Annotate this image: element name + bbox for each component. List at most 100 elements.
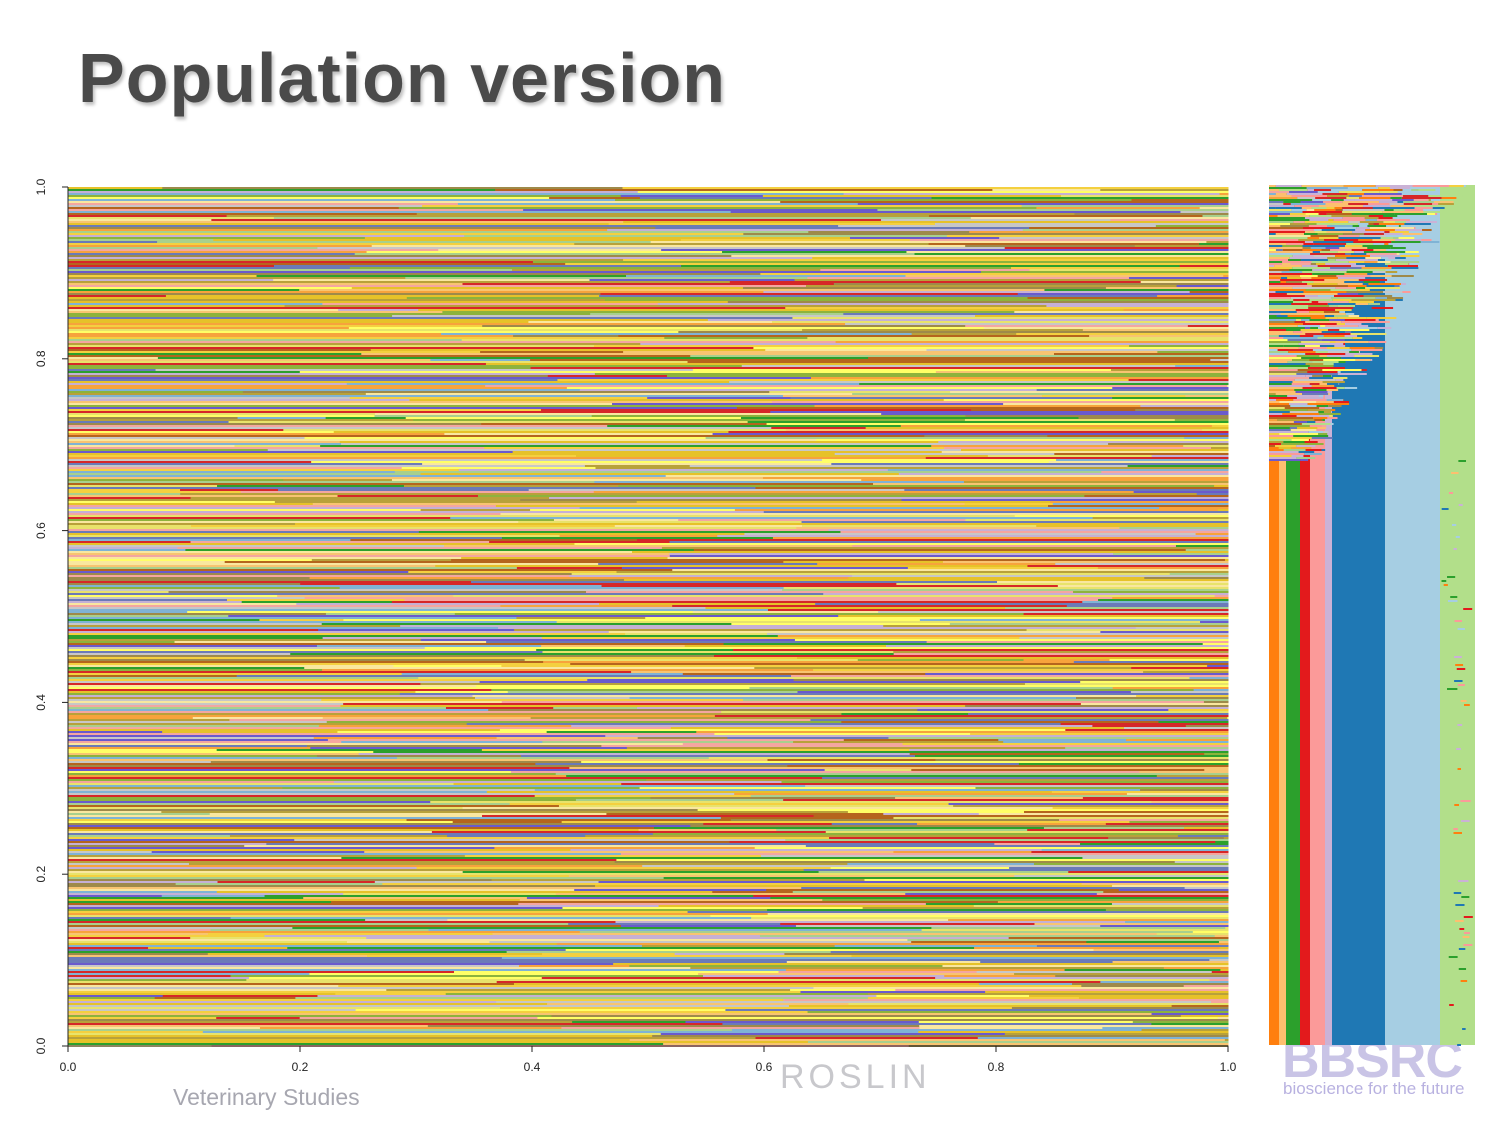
panel-stripe <box>1269 415 1297 417</box>
stripe <box>797 523 1229 525</box>
stripe <box>68 205 423 207</box>
stripe <box>780 923 1035 925</box>
stripe <box>68 885 596 887</box>
stripe <box>861 479 1229 481</box>
stripe <box>68 695 473 697</box>
panel-stripe <box>1385 263 1409 265</box>
panel-stripe <box>1280 281 1287 283</box>
stripe <box>339 271 982 273</box>
stripe <box>1183 985 1229 987</box>
panel-stripe <box>1269 451 1299 453</box>
stripe <box>1021 205 1229 207</box>
stripe <box>68 411 771 413</box>
stripe <box>68 289 300 291</box>
stripe <box>68 349 372 351</box>
stripe <box>401 467 596 469</box>
stripe <box>283 479 393 481</box>
stripe <box>68 225 839 227</box>
stripe <box>68 1005 790 1007</box>
panel-stripe <box>1334 315 1349 317</box>
stripe <box>1124 727 1229 729</box>
stripe <box>1131 199 1229 201</box>
panel-stripe <box>1374 347 1384 349</box>
stripe <box>593 345 1130 347</box>
stripe <box>914 755 1229 757</box>
stripe <box>68 381 730 383</box>
panel-stripe <box>1331 409 1336 411</box>
panel-stripe <box>1288 351 1316 353</box>
stripe <box>843 193 1221 195</box>
stripe <box>68 761 212 763</box>
stripe <box>762 477 1229 479</box>
stripe <box>371 245 966 247</box>
stripe <box>340 705 966 707</box>
panel-stripe <box>1310 317 1326 319</box>
stripe <box>803 869 1229 871</box>
panel-stripe <box>1328 405 1342 407</box>
stripe <box>556 943 1229 945</box>
stripe <box>68 547 178 549</box>
panel-stripe <box>1301 185 1344 187</box>
stripe <box>68 435 546 437</box>
panel-stripe <box>1334 255 1371 257</box>
stripe <box>806 285 1178 287</box>
side-panel <box>1269 185 1475 1046</box>
stripe <box>68 497 192 499</box>
panel-stripe <box>1339 311 1346 313</box>
panel-stripe <box>1403 201 1434 203</box>
panel-stripe <box>1291 439 1309 441</box>
stripe <box>786 961 981 963</box>
stripe <box>862 907 1229 909</box>
stripe <box>918 1031 1229 1033</box>
panel-stripe <box>1311 437 1333 439</box>
stripe <box>832 873 1229 875</box>
stripe <box>68 485 218 487</box>
stripe <box>900 425 1213 427</box>
panel-stripe <box>1269 455 1292 457</box>
stripe <box>68 519 555 521</box>
stripe <box>68 661 544 663</box>
stripe <box>594 373 1229 375</box>
panel-stripe <box>1329 293 1338 295</box>
panel-stripe <box>1373 243 1385 245</box>
stripe <box>909 239 1229 241</box>
y-tick-label: 0.4 <box>34 694 48 711</box>
stripe <box>530 367 1229 369</box>
stripe <box>784 953 1229 955</box>
stripe <box>1196 493 1229 495</box>
panel-stripe <box>1355 303 1369 305</box>
stripe <box>68 499 521 501</box>
stripe <box>834 945 1038 947</box>
stripe <box>1184 437 1229 439</box>
panel-stripe <box>1406 221 1437 223</box>
stripe <box>1174 861 1229 863</box>
stripe <box>480 351 624 353</box>
stripe <box>304 513 502 515</box>
stripe <box>1151 1023 1229 1025</box>
stripe <box>472 695 1137 697</box>
panel-stripe <box>1390 197 1402 199</box>
stripe <box>1048 505 1229 507</box>
panel-stripe <box>1330 267 1362 269</box>
stripe <box>68 789 536 791</box>
stripe <box>68 391 244 393</box>
panel-stripe <box>1346 271 1358 273</box>
stripe <box>543 661 1075 663</box>
panel-stripe <box>1304 221 1349 223</box>
panel-stripe <box>1269 187 1307 189</box>
stripe <box>68 615 229 617</box>
stripe <box>1199 243 1229 245</box>
stripe <box>540 409 972 411</box>
stripe <box>68 767 570 769</box>
panel-stripe <box>1269 433 1280 435</box>
stripe <box>68 715 716 717</box>
panel-stripe <box>1302 271 1347 273</box>
panel-stripe <box>1327 347 1350 349</box>
panel-stripe <box>1344 335 1358 337</box>
stripe <box>1100 189 1229 191</box>
stripe <box>447 919 949 921</box>
stripe <box>652 833 1229 835</box>
panel-stripe <box>1458 504 1463 506</box>
panel-stripe <box>1291 455 1304 457</box>
panel-stripe <box>1375 185 1413 187</box>
